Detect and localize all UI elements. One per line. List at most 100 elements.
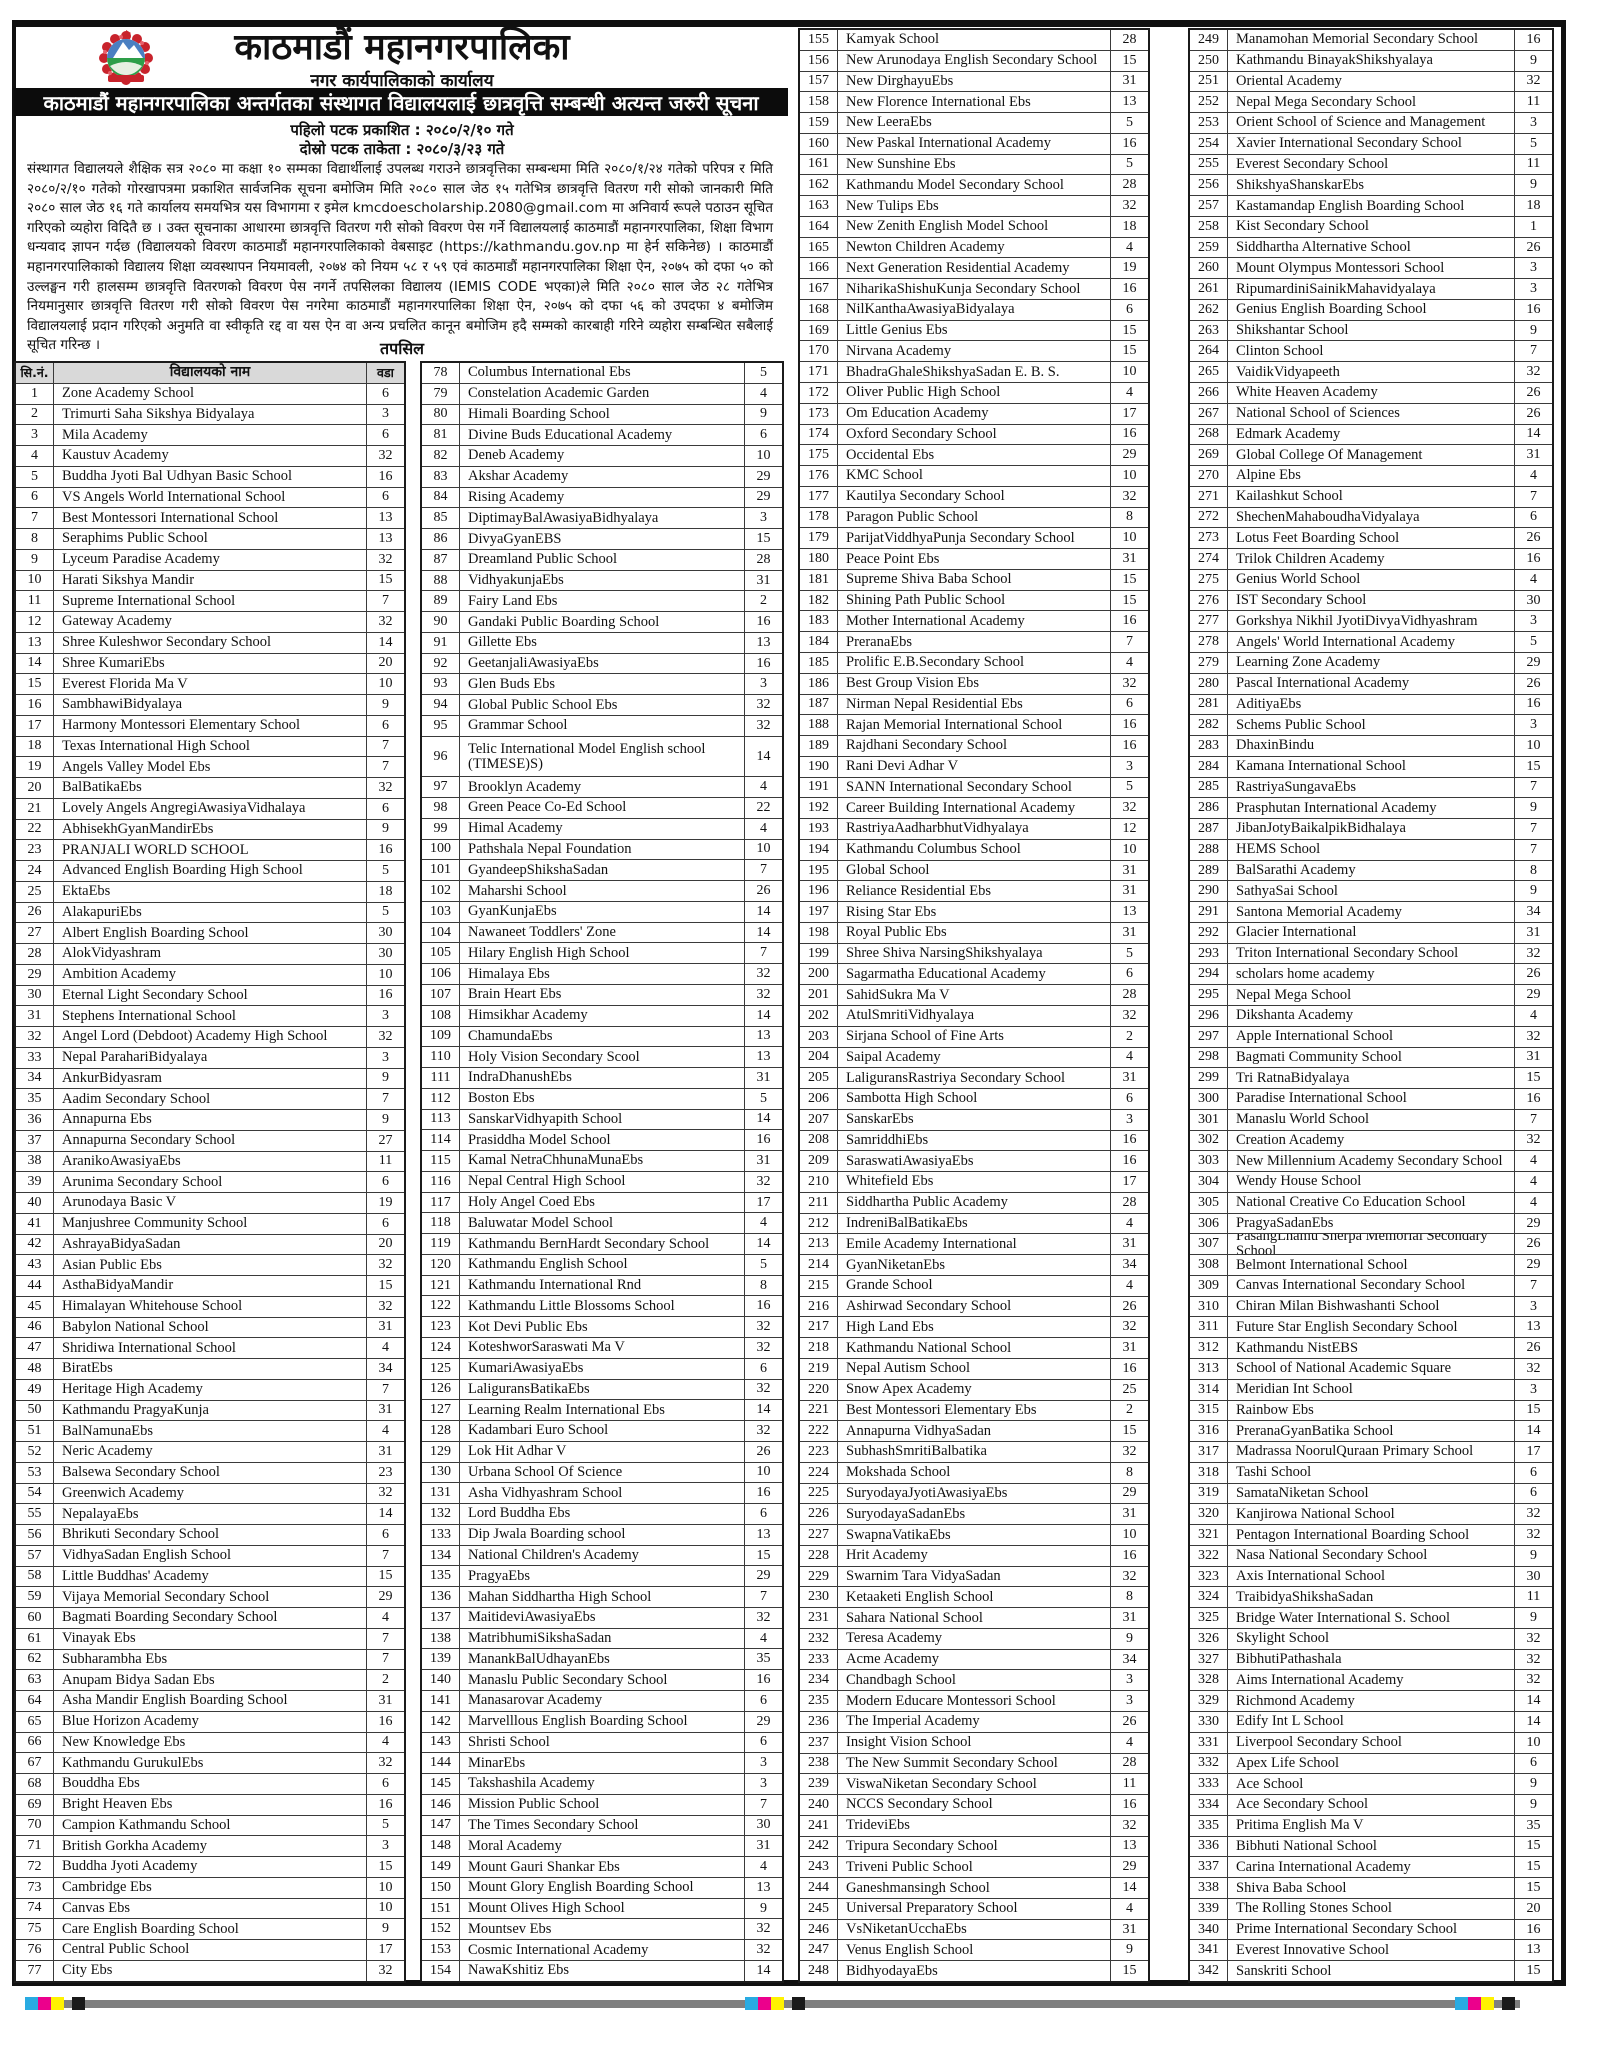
school-name: Greenwich Academy bbox=[54, 1483, 367, 1504]
school-ward-number: 3 bbox=[1530, 281, 1537, 297]
school-serial-number: 199 bbox=[800, 943, 838, 964]
school-ward-number: 9 bbox=[382, 821, 389, 837]
table-row: 38 AranikoAwasiyaEbs 11 bbox=[16, 1150, 404, 1172]
school-name: Trimurti Saha Sikshya Bidyalaya bbox=[54, 404, 367, 425]
table-row: 18 Texas International High School 7 bbox=[16, 735, 404, 757]
school-serial-number: 146 bbox=[422, 1794, 460, 1815]
school-name: Xavier International Secondary School bbox=[1228, 133, 1515, 154]
table-row: 341 Everest Innovative School 13 bbox=[1190, 1939, 1552, 1961]
school-ward-number: 14 bbox=[756, 1236, 771, 1252]
table-row: 166 Next Generation Residential Academy 19 bbox=[800, 257, 1148, 279]
school-name: Kamana International School bbox=[1228, 756, 1515, 777]
school-ward-number: 10 bbox=[1122, 467, 1137, 483]
school-name: SuryodayaJyotiAwasiyaEbs bbox=[838, 1483, 1111, 1504]
school-ward-number: 32 bbox=[1122, 1817, 1137, 1833]
school-serial-number: 277 bbox=[1190, 611, 1228, 632]
table-row: 101 GyandeepShikshaSadan 7 bbox=[422, 859, 782, 881]
school-name: DhaxinBindu bbox=[1228, 736, 1515, 756]
school-serial-number: 8 bbox=[16, 529, 54, 549]
school-name: VidhyaSadan English School bbox=[54, 1545, 367, 1566]
school-ward-number: 13 bbox=[756, 1879, 771, 1895]
school-serial-number: 314 bbox=[1190, 1379, 1228, 1400]
school-serial-number: 279 bbox=[1190, 652, 1228, 673]
table-row: 238 The New Summit Secondary School 28 bbox=[800, 1752, 1148, 1774]
school-name: Gillette Ebs bbox=[460, 632, 745, 653]
school-serial-number: 162 bbox=[800, 175, 838, 196]
school-serial-number: 167 bbox=[800, 279, 838, 299]
school-name: TraibidyaShikshaSadan bbox=[1228, 1587, 1515, 1608]
school-ward-number: 5 bbox=[1126, 945, 1133, 961]
school-serial-number: 297 bbox=[1190, 1026, 1228, 1047]
table-row: 149 Mount Gauri Shankar Ebs 4 bbox=[422, 1856, 782, 1877]
school-ward-number: 31 bbox=[1526, 1049, 1541, 1065]
school-serial-number: 109 bbox=[422, 1026, 460, 1047]
table-row: 118 Baluwatar Model School 4 bbox=[422, 1212, 782, 1234]
school-ward-number: 31 bbox=[1122, 924, 1137, 940]
table-row: 106 Himalaya Ebs 32 bbox=[422, 963, 782, 984]
school-ward-number: 31 bbox=[378, 1692, 393, 1708]
table-row: 295 Nepal Mega School 29 bbox=[1190, 984, 1552, 1005]
table-row: 76 Central Public School 17 bbox=[16, 1939, 404, 1960]
table-row: 91 Gillette Ebs 13 bbox=[422, 631, 782, 653]
school-name: Mahan Siddhartha High School bbox=[460, 1587, 745, 1607]
school-ward-number: 2 bbox=[1126, 1028, 1133, 1044]
school-serial-number: 138 bbox=[422, 1628, 460, 1649]
school-name: Albert English Boarding School bbox=[54, 923, 367, 943]
table-row: 54 Greenwich Academy 32 bbox=[16, 1482, 404, 1504]
municipality-title: काठमाडौं महानगरपालिका bbox=[234, 27, 570, 68]
school-ward-number: 28 bbox=[1122, 1194, 1137, 1210]
school-name: Chandbagh School bbox=[838, 1670, 1111, 1691]
school-serial-number: 191 bbox=[800, 777, 838, 798]
school-name: High Land Ebs bbox=[838, 1317, 1111, 1338]
school-ward-number: 6 bbox=[382, 717, 389, 733]
school-name: Dip Jwala Boarding school bbox=[460, 1524, 745, 1545]
school-serial-number: 125 bbox=[422, 1358, 460, 1379]
table-row: 123 Kot Devi Public Ebs 32 bbox=[422, 1316, 782, 1337]
school-ward-number: 32 bbox=[378, 1755, 393, 1771]
school-serial-number: 305 bbox=[1190, 1192, 1228, 1213]
table-row: 136 Mahan Siddhartha High School 7 bbox=[422, 1586, 782, 1607]
school-serial-number: 143 bbox=[422, 1732, 460, 1753]
school-ward-number: 16 bbox=[378, 1713, 393, 1729]
school-ward-number: 7 bbox=[382, 1091, 389, 1107]
school-name: SamataNiketan School bbox=[1228, 1483, 1515, 1504]
school-name: ManankBalUdhayanEbs bbox=[460, 1649, 745, 1670]
school-serial-number: 329 bbox=[1190, 1691, 1228, 1712]
school-name: New DirghayuEbs bbox=[838, 71, 1111, 92]
school-name: Kadambari Euro School bbox=[460, 1421, 745, 1441]
school-serial-number: 161 bbox=[800, 154, 838, 175]
school-ward-number: 34 bbox=[1122, 1257, 1137, 1273]
school-name: ShechenMahaboudhaVidyalaya bbox=[1228, 507, 1515, 528]
table-row: 74 Canvas Ebs 10 bbox=[16, 1897, 404, 1919]
school-ward-number: 15 bbox=[1122, 592, 1137, 608]
table-row: 131 Asha Vidhyashram School 16 bbox=[422, 1482, 782, 1504]
table-row: 8 Seraphims Public School 13 bbox=[16, 528, 404, 549]
school-serial-number: 65 bbox=[16, 1711, 54, 1732]
school-ward-number: 7 bbox=[382, 1651, 389, 1667]
school-ward-number: 14 bbox=[378, 634, 393, 650]
school-ward-number: 15 bbox=[1122, 322, 1137, 338]
school-ward-number: 14 bbox=[1122, 1880, 1137, 1896]
school-serial-number: 179 bbox=[800, 528, 838, 549]
school-serial-number: 224 bbox=[800, 1462, 838, 1483]
school-ward-number: 29 bbox=[1526, 1215, 1541, 1231]
school-serial-number: 80 bbox=[422, 404, 460, 425]
school-serial-number: 273 bbox=[1190, 528, 1228, 549]
school-ward-number: 9 bbox=[1126, 1942, 1133, 1958]
table-row: 223 SubhashSmritiBalbatika 32 bbox=[800, 1441, 1148, 1462]
school-ward-number: 14 bbox=[1526, 1713, 1541, 1729]
school-serial-number: 102 bbox=[422, 881, 460, 901]
magenta-registration-mark bbox=[1468, 1997, 1481, 2010]
table-row: 163 New Tulips Ebs 32 bbox=[800, 195, 1148, 216]
yellow-registration-mark bbox=[771, 1997, 784, 2010]
school-serial-number: 157 bbox=[800, 71, 838, 92]
school-serial-number: 244 bbox=[800, 1878, 838, 1898]
school-name: Pascal International Academy bbox=[1228, 673, 1515, 694]
school-serial-number: 51 bbox=[16, 1421, 54, 1441]
school-name: Rising Star Ebs bbox=[838, 902, 1111, 922]
school-name: Eternal Light Secondary School bbox=[54, 985, 367, 1006]
school-serial-number: 32 bbox=[16, 1027, 54, 1047]
school-ward-number: 32 bbox=[1122, 1443, 1137, 1459]
school-ward-number: 22 bbox=[756, 799, 771, 815]
school-serial-number: 5 bbox=[16, 466, 54, 487]
